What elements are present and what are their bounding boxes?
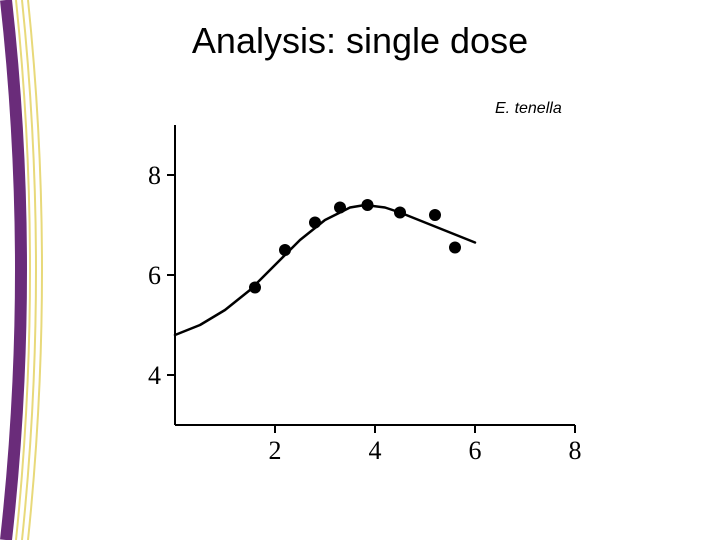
x-tick-label: 6	[469, 436, 482, 460]
chart-container: 2 4 6 8 4 6 8	[115, 115, 595, 460]
x-tick-label: 8	[569, 436, 582, 460]
x-tick-label: 2	[269, 436, 282, 460]
stripe-purple	[6, 0, 21, 540]
data-point	[334, 202, 346, 214]
y-tick-label: 8	[148, 161, 161, 190]
slide: Analysis: single dose E. tenella 2468468	[0, 0, 720, 540]
data-point	[429, 209, 441, 221]
fitted-curve	[175, 205, 475, 335]
y-tick-label: 4	[148, 361, 161, 390]
data-point	[362, 199, 374, 211]
y-tick-label: 6	[148, 261, 161, 290]
chart-svg: 2 4 6 8 4 6 8	[115, 115, 595, 460]
data-point	[394, 207, 406, 219]
x-tick-label: 4	[369, 436, 382, 460]
decorative-stripes	[0, 0, 60, 540]
data-point	[249, 282, 261, 294]
data-point	[279, 244, 291, 256]
page-title: Analysis: single dose	[0, 20, 720, 62]
data-point	[309, 217, 321, 229]
data-point	[449, 242, 461, 254]
